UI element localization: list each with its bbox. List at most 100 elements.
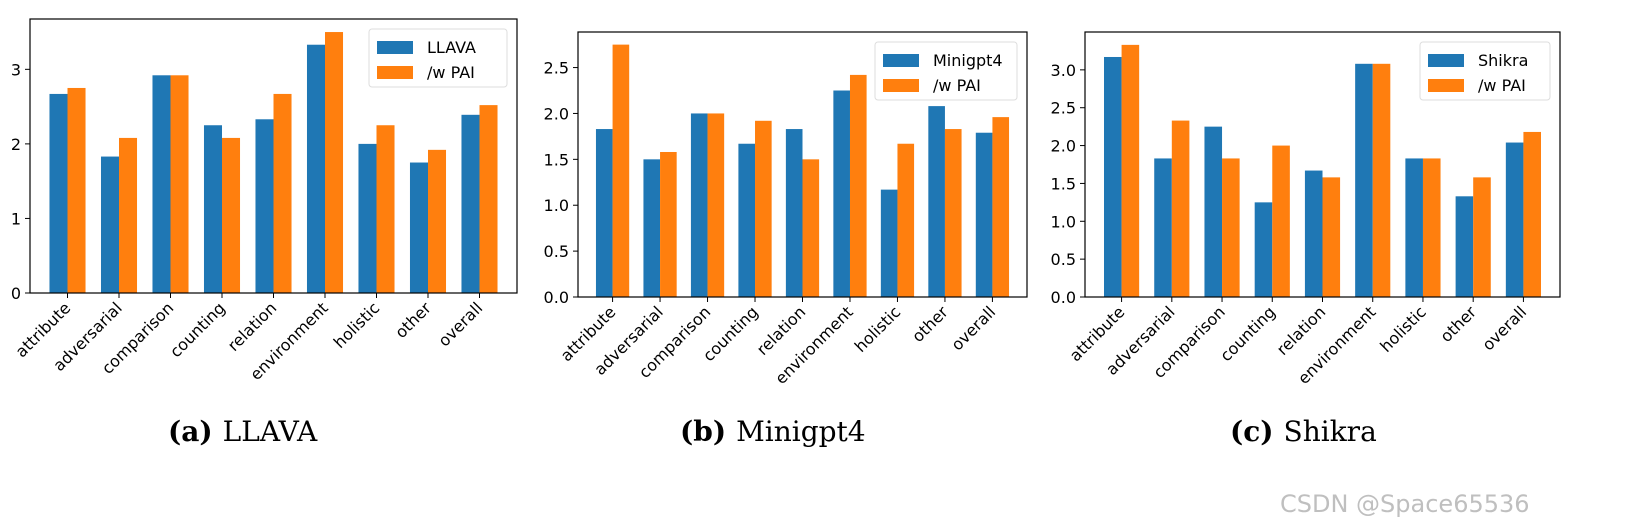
chart-2: attributeadversarialcomparisoncountingre… xyxy=(544,31,1028,388)
bar-counting-base xyxy=(738,143,756,297)
bar-environment-pai xyxy=(324,32,344,294)
x-tick-label: overall xyxy=(434,298,486,350)
bar-holistic-base xyxy=(358,143,377,293)
bar-other-base xyxy=(928,106,945,298)
bar-environment-base xyxy=(1355,63,1373,297)
bar-overall-base xyxy=(975,132,993,297)
bar-adversarial-pai xyxy=(660,151,677,297)
legend-label: Minigpt4 xyxy=(933,51,1003,70)
y-tick-label: 1 xyxy=(11,209,21,228)
bar-attribute-base xyxy=(1104,56,1122,297)
axes-frame xyxy=(29,18,518,294)
bar-environment-base xyxy=(833,90,850,297)
x-tick-label: holistic xyxy=(1376,302,1430,356)
chart-3: attributeadversarialcomparisoncountingre… xyxy=(1051,31,1561,388)
caption-label: (b) xyxy=(680,415,727,448)
x-tick-label: overall xyxy=(947,302,999,354)
bar-relation-pai xyxy=(802,159,820,297)
caption-text: Minigpt4 xyxy=(736,415,866,448)
bar-comparison-base xyxy=(152,75,171,293)
bar-holistic-base xyxy=(1405,158,1423,297)
bar-holistic-base xyxy=(880,189,898,297)
bar-overall-pai xyxy=(1523,131,1541,297)
caption-b: (b) Minigpt4 xyxy=(680,415,866,448)
bar-attribute-pai xyxy=(1121,44,1140,297)
bar-holistic-pai xyxy=(376,125,395,293)
x-tick-label: holistic xyxy=(851,302,905,356)
legend: Minigpt4/w PAI xyxy=(874,41,1018,101)
bar-other-base xyxy=(409,162,428,293)
bar-other-pai xyxy=(1473,177,1491,297)
bar-holistic-pai xyxy=(1422,158,1441,297)
bar-attribute-pai xyxy=(67,87,86,293)
legend-swatch xyxy=(883,79,919,92)
caption-label: (a) xyxy=(168,415,213,448)
y-tick-label: 2.0 xyxy=(544,104,569,123)
legend-swatch xyxy=(1428,79,1464,92)
x-tick-label: counting xyxy=(166,298,229,361)
bar-overall-pai xyxy=(992,117,1010,297)
y-tick-label: 0.5 xyxy=(544,242,569,261)
y-tick-label: 0.5 xyxy=(1051,250,1076,269)
bar-counting-base xyxy=(1254,202,1273,297)
legend: LLAVA/w PAI xyxy=(368,28,508,88)
y-tick-label: 1.0 xyxy=(544,196,569,215)
caption-text: Shikra xyxy=(1283,415,1377,448)
y-tick-label: 2.5 xyxy=(544,59,569,78)
bar-counting-base xyxy=(203,125,223,293)
legend-swatch xyxy=(883,54,919,67)
bar-adversarial-base xyxy=(100,156,120,293)
bar-environment-pai xyxy=(1372,63,1391,297)
x-tick-label: counting xyxy=(1216,302,1279,365)
caption-a: (a) LLAVA xyxy=(168,415,317,448)
bar-counting-pai xyxy=(222,137,241,293)
axes-frame xyxy=(1084,31,1561,298)
watermark: CSDN @Space65536 xyxy=(1280,490,1530,518)
legend-label: Shikra xyxy=(1478,51,1528,70)
y-tick-label: 3.0 xyxy=(1051,61,1076,80)
bar-comparison-pai xyxy=(1222,158,1240,297)
legend-label: LLAVA xyxy=(427,38,476,57)
bar-comparison-base xyxy=(690,113,708,297)
bar-relation-base xyxy=(1304,170,1323,297)
bar-other-base xyxy=(1455,196,1474,297)
y-tick-label: 2.0 xyxy=(1051,137,1076,156)
x-tick-label: other xyxy=(391,298,435,342)
x-tick-label: other xyxy=(1436,302,1480,346)
bar-relation-pai xyxy=(1322,177,1341,297)
caption-label: (c) xyxy=(1230,415,1274,448)
y-tick-label: 1.5 xyxy=(1051,174,1076,193)
bar-counting-pai xyxy=(755,120,772,297)
bar-adversarial-base xyxy=(1154,158,1172,297)
bar-other-pai xyxy=(427,149,447,293)
bar-environment-pai xyxy=(849,74,867,298)
legend-swatch xyxy=(1428,54,1464,67)
x-tick-label: overall xyxy=(1478,302,1530,354)
bar-relation-pai xyxy=(273,93,292,294)
y-tick-label: 0.0 xyxy=(1051,288,1076,307)
bar-counting-pai xyxy=(1272,145,1290,297)
bar-attribute-base xyxy=(49,93,68,294)
caption-text: LLAVA xyxy=(222,415,318,448)
legend-label: /w PAI xyxy=(427,63,475,82)
axes-frame xyxy=(577,31,1028,298)
y-tick-label: 3 xyxy=(11,60,21,79)
bar-attribute-pai xyxy=(612,44,630,297)
x-tick-label: other xyxy=(908,302,952,346)
legend-label: /w PAI xyxy=(933,76,981,95)
bar-environment-base xyxy=(306,44,325,294)
bar-overall-base xyxy=(1505,142,1524,297)
legend-swatch xyxy=(377,41,413,54)
bar-adversarial-base xyxy=(643,159,661,297)
bar-comparison-pai xyxy=(707,113,725,297)
y-tick-label: 2 xyxy=(11,135,21,154)
bar-adversarial-pai xyxy=(1171,120,1190,297)
y-tick-label: 2.5 xyxy=(1051,99,1076,118)
y-tick-label: 1.0 xyxy=(1051,212,1076,231)
bar-overall-pai xyxy=(479,105,498,293)
y-tick-label: 0 xyxy=(11,284,21,303)
caption-c: (c) Shikra xyxy=(1230,415,1377,448)
bar-attribute-base xyxy=(595,129,613,297)
x-tick-label: holistic xyxy=(330,298,384,352)
